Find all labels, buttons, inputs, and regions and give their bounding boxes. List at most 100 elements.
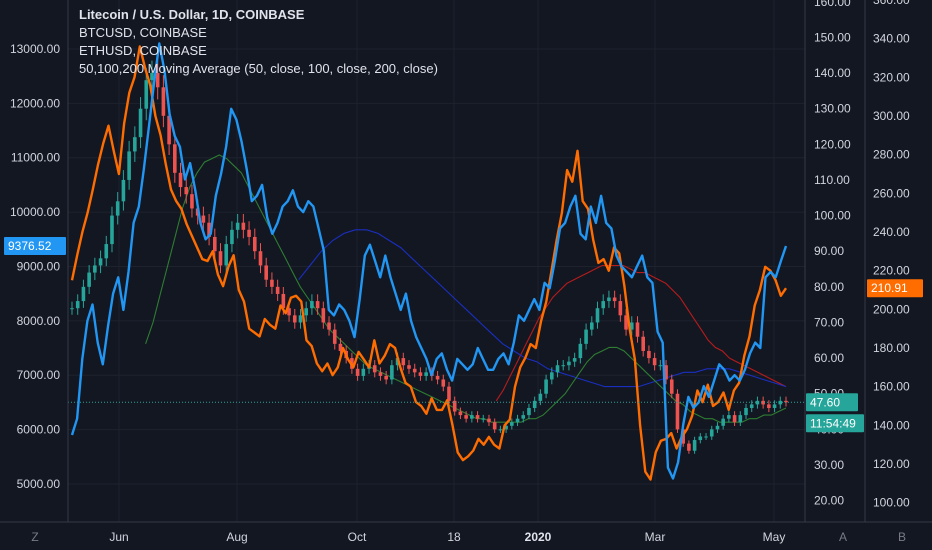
- candle-body: [709, 429, 714, 437]
- candle-body: [218, 251, 223, 266]
- ltc-axis-tick-label: 160.00: [814, 0, 851, 9]
- chart-legend: Litecoin / U.S. Dollar, 1D, COINBASE BTC…: [79, 6, 438, 78]
- candle-body: [704, 436, 708, 438]
- candle-body: [767, 404, 771, 408]
- candle-body: [492, 422, 497, 430]
- eth-axis-tick-label: 360.00: [873, 0, 910, 7]
- candle-body: [761, 400, 765, 405]
- candle-body: [475, 415, 480, 419]
- candle-body: [241, 222, 246, 230]
- candle-body: [544, 379, 548, 394]
- candle-body: [452, 400, 457, 412]
- candle-body: [224, 244, 229, 266]
- candle-body: [458, 411, 463, 416]
- candle-body: [235, 222, 240, 230]
- candle-body: [755, 400, 760, 405]
- candle-body: [390, 365, 394, 380]
- candle-body: [550, 372, 554, 380]
- candle-body: [538, 393, 543, 401]
- candle-body: [384, 375, 388, 380]
- ltc-axis-tick-label: 60.00: [814, 351, 844, 365]
- candle-body: [738, 415, 743, 423]
- legend-btc[interactable]: BTCUSD, COINBASE: [79, 25, 207, 40]
- ltc-axis-tick-label: 90.00: [814, 244, 844, 258]
- ltc-axis-tick-label: 30.00: [814, 458, 844, 472]
- legend-eth[interactable]: ETHUSD, COINBASE: [79, 43, 207, 58]
- candle-body: [144, 80, 149, 109]
- btc-axis-tick-label: 13000.00: [10, 42, 60, 56]
- candle-body: [572, 358, 577, 362]
- log-scale-button[interactable]: B: [898, 530, 906, 544]
- candle-body: [447, 386, 451, 401]
- candle-body: [161, 87, 166, 116]
- ltc-countdown-badge: 11:54:49: [810, 416, 856, 430]
- candle-body: [287, 308, 291, 316]
- ltc-axis-tick-label: 110.00: [814, 173, 850, 187]
- candle-body: [698, 436, 703, 441]
- line-ma-100: [298, 229, 787, 388]
- time-axis-tick-label: May: [763, 530, 786, 544]
- ltc-countdown-badge-bg: [806, 414, 864, 433]
- candle-body: [424, 372, 428, 376]
- line-btc: [70, 42, 788, 480]
- candle-body: [658, 365, 663, 367]
- candle-body: [178, 172, 183, 188]
- candle-body: [93, 265, 97, 273]
- candle-body: [173, 144, 177, 173]
- legend-main-symbol[interactable]: Litecoin / U.S. Dollar, 1D, COINBASE: [79, 7, 305, 22]
- eth-axis-tick-label: 280.00: [873, 148, 910, 162]
- eth-axis-tick-label: 340.00: [873, 32, 910, 46]
- btc-axis-tick-label: 9000.00: [17, 259, 61, 273]
- candle-body: [435, 375, 440, 380]
- time-axis-tick-label: Mar: [645, 530, 666, 544]
- candle-body: [669, 379, 674, 394]
- btc-axis-tick-label: 10000.00: [10, 205, 60, 219]
- eth-axis-tick-label: 160.00: [873, 380, 910, 394]
- ltc-axis-tick-label: 80.00: [814, 280, 844, 294]
- ltc-axis-tick-label: 70.00: [814, 315, 844, 329]
- eth-axis-tick-label: 220.00: [873, 264, 910, 278]
- candle-body: [167, 115, 171, 145]
- candle-body: [104, 244, 109, 259]
- candle-body: [150, 73, 154, 81]
- zoom-button[interactable]: Z: [31, 530, 38, 544]
- candle-body: [744, 407, 748, 416]
- eth-axis-tick-label: 300.00: [873, 109, 910, 123]
- candle-body: [641, 336, 645, 351]
- candle-body: [612, 297, 617, 302]
- ltc-axis-tick-label: 100.00: [814, 209, 851, 223]
- candle-body: [70, 308, 74, 310]
- candle-body: [504, 425, 508, 430]
- candle-body: [784, 400, 788, 403]
- eth-axis-tick-label: 120.00: [873, 457, 910, 471]
- candle-body: [127, 151, 131, 180]
- candle-body: [310, 301, 314, 309]
- candle-body: [275, 286, 280, 294]
- candle-body: [635, 322, 640, 337]
- price-series: [70, 42, 788, 481]
- ltc-last-value-badge-bg: [806, 393, 858, 412]
- candle-body: [87, 272, 91, 287]
- candle-body: [515, 418, 520, 423]
- candle-body: [252, 236, 257, 252]
- ltc-axis-tick-label: 120.00: [814, 137, 851, 151]
- candle-body: [772, 404, 777, 408]
- candle-body: [532, 400, 537, 408]
- eth-axis-tick-label: 200.00: [873, 302, 910, 316]
- legend-moving-average[interactable]: 50,100,200 Moving Average (50, close, 10…: [79, 61, 438, 76]
- candle-body: [407, 365, 411, 369]
- candle-body: [721, 418, 725, 426]
- btc-axis-tick-label: 6000.00: [17, 423, 61, 437]
- auto-scale-button[interactable]: A: [839, 530, 847, 544]
- ltc-axis-tick-label: 20.00: [814, 494, 844, 508]
- candle-body: [441, 379, 446, 387]
- btc-axis-tick-label: 7000.00: [17, 368, 61, 382]
- ltc-last-value-badge: 47.60: [810, 395, 840, 409]
- candle-body: [110, 215, 114, 245]
- eth-axis-tick-label: 260.00: [873, 186, 910, 200]
- candle-body: [338, 343, 343, 351]
- candle-body: [281, 293, 286, 309]
